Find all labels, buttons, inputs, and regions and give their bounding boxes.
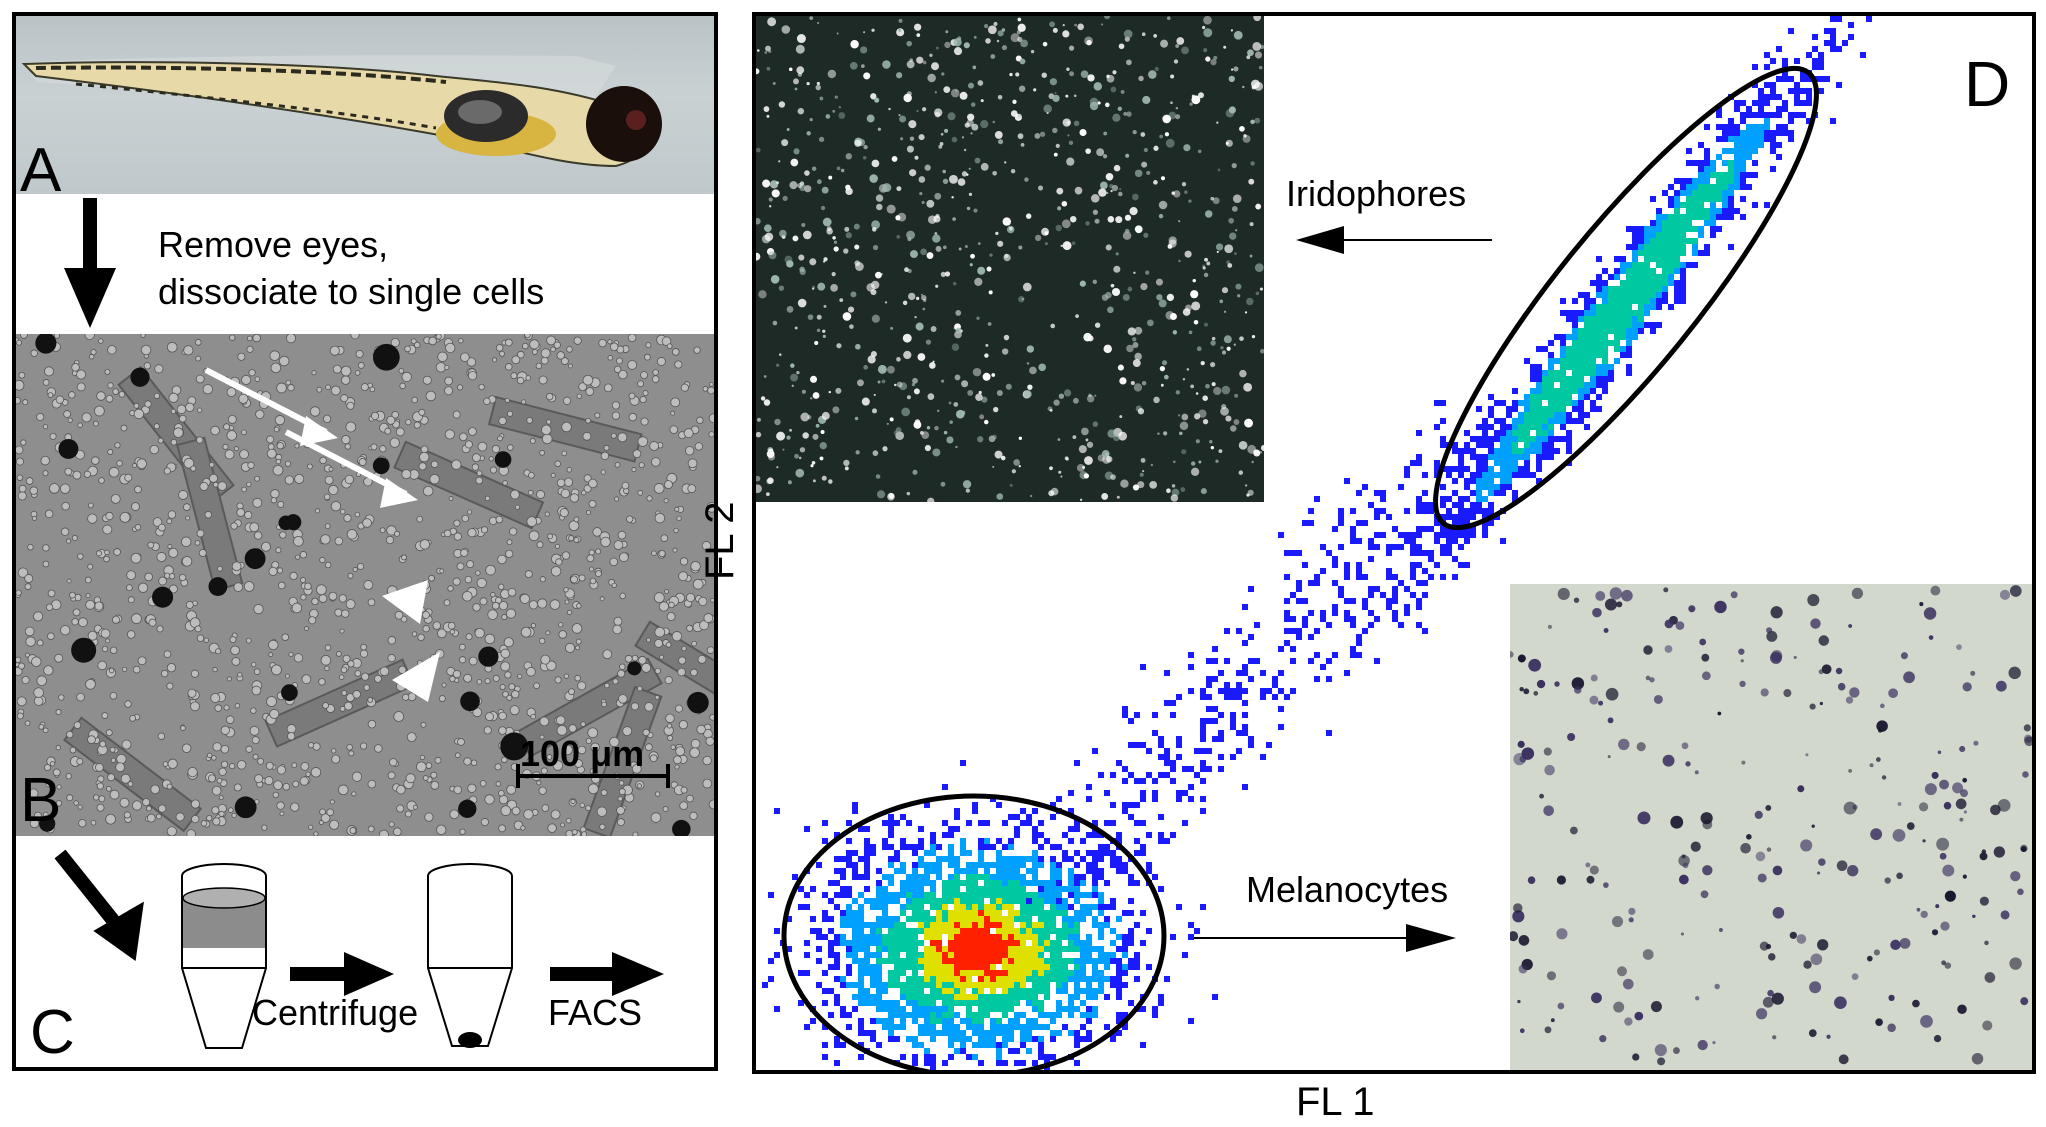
tube-after-icon — [427, 863, 513, 1048]
arrow-left-icon — [1296, 226, 1492, 254]
dissociated-cells-micrograph — [16, 334, 714, 836]
iridophores-photo — [756, 16, 1264, 502]
step-text-line1: Remove eyes, — [158, 224, 389, 265]
left-panel-frame — [12, 12, 718, 1071]
larva-drawing — [21, 55, 662, 168]
y-axis-label: FL 2 — [698, 501, 742, 580]
facs-scatter-plot — [762, 16, 1872, 1070]
scale-bar-right-tick — [666, 764, 670, 788]
x-axis-label: FL 1 — [1296, 1080, 1375, 1124]
panel-letter-c: C — [30, 998, 75, 1067]
plot-frame — [752, 12, 2036, 1074]
zebrafish-larva-photo — [16, 16, 714, 194]
melanocytes-label: Melanocytes — [1246, 869, 1449, 910]
scale-bar-left-tick — [516, 764, 520, 788]
scale-bar-label: 100 μm — [520, 733, 645, 774]
micrograph-drawing — [16, 334, 714, 836]
tube-before-icon — [181, 863, 267, 1049]
facs-label: FACS — [548, 992, 643, 1033]
arrow-right-icon — [1194, 924, 1456, 952]
melanocytes-drawing — [1510, 585, 2032, 1066]
panel-letter-b: B — [20, 766, 62, 835]
step-text-line2: dissociate to single cells — [158, 271, 545, 312]
scale-bar — [516, 774, 670, 778]
centrifuge-label: Centrifuge — [252, 992, 419, 1033]
workflow-diagram — [54, 849, 664, 1049]
iridophores-label: Iridophores — [1286, 173, 1467, 214]
panel-letter-d: D — [1964, 48, 2011, 120]
melanocytes-photo — [1510, 584, 2032, 1070]
iridophores-drawing — [756, 16, 1264, 502]
arrow-down-icon — [64, 198, 116, 328]
panel-letter-a: A — [20, 136, 62, 205]
